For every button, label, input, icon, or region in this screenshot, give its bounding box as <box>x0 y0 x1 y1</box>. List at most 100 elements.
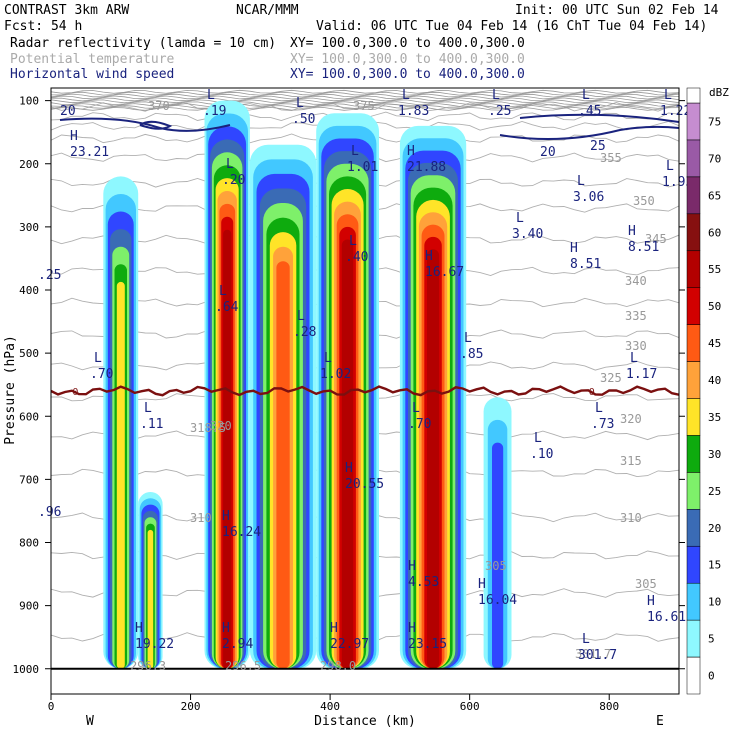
reflectivity-band <box>492 442 504 669</box>
theta-label: 345 <box>645 232 667 246</box>
field-2-xy: XY= 100.0,300.0 to 400.0,300.0 <box>290 52 525 67</box>
colorbar-label: 35 <box>708 411 721 424</box>
high-low-value: 301.7 <box>578 648 617 663</box>
reflectivity-band <box>147 529 154 669</box>
x-tick-label: 0 <box>48 700 55 713</box>
high-low-kind: L <box>144 401 152 416</box>
theta-label: 370 <box>148 99 170 113</box>
high-low-kind: L <box>666 159 674 174</box>
high-low-kind: L <box>516 211 524 226</box>
high-low-label: H22.97 <box>330 621 369 652</box>
header-init: Init: 00 UTC Sun 02 Feb 14 <box>515 3 719 18</box>
high-low-label: L1.02 <box>320 351 351 382</box>
high-low-label: 25 <box>590 139 606 154</box>
high-low-label: H8.51 <box>570 241 601 272</box>
high-low-kind: H <box>478 577 486 592</box>
high-low-value: 1.01 <box>347 160 378 175</box>
theta-contour-upper <box>51 91 679 96</box>
theta-contour-upper <box>51 104 679 109</box>
colorbar-label: 30 <box>708 448 721 461</box>
high-low-kind: L <box>582 88 590 103</box>
high-low-value: .19 <box>203 104 226 119</box>
theta-label: 315 <box>620 454 642 468</box>
high-low-label: L.70 <box>408 401 431 432</box>
high-low-kind: H <box>407 144 415 159</box>
high-low-label: L.28 <box>293 309 316 340</box>
y-tick-label: 700 <box>19 473 39 486</box>
theta-label: 296.5 <box>225 659 261 673</box>
high-low-value: .11 <box>140 417 163 432</box>
high-low-label: L.73 <box>591 401 614 432</box>
high-low-label: .96 <box>38 505 61 520</box>
reflectivity-field <box>103 100 512 669</box>
high-low-kind: L <box>402 88 410 103</box>
high-low-value: .40 <box>345 250 368 265</box>
high-low-value: 1.93 <box>662 175 693 190</box>
high-low-label: H16.24 <box>222 509 261 540</box>
high-low-value: .25 <box>38 268 61 283</box>
theta-label: 310 <box>620 511 642 525</box>
theta-label: 320 <box>210 419 232 433</box>
freezing-level-label: 0 <box>72 387 78 398</box>
high-low-kind: H <box>628 224 636 239</box>
high-low-value: 23.21 <box>70 145 109 160</box>
high-low-label: L1.01 <box>347 144 378 175</box>
theta-contour <box>51 102 679 112</box>
colorbar-label: 45 <box>708 337 721 350</box>
high-low-label: L.20 <box>222 157 245 188</box>
reflectivity-band <box>276 261 290 669</box>
wind-contour <box>139 120 173 130</box>
high-low-value: 20 <box>540 145 556 160</box>
wind-contour <box>499 125 679 140</box>
header-model: CONTRAST 3km ARW <box>4 3 129 18</box>
high-low-kind: L <box>296 96 304 111</box>
reflectivity-band <box>116 281 125 669</box>
colorbar-label: 40 <box>708 374 721 387</box>
high-low-kind: L <box>582 632 590 647</box>
high-low-kind: L <box>94 351 102 366</box>
high-low-value: 3.06 <box>573 190 604 205</box>
colorbar-label: 0 <box>708 670 715 683</box>
field-1-xy: XY= 100.0,300.0 to 400.0,300.0 <box>290 36 525 51</box>
high-low-value: 8.51 <box>570 257 601 272</box>
high-low-kind: L <box>630 351 638 366</box>
high-low-kind: H <box>70 129 78 144</box>
colorbar-label: 75 <box>708 116 721 129</box>
colorbar-label: 60 <box>708 226 721 239</box>
high-low-label: H16.67 <box>425 249 464 280</box>
high-low-kind: H <box>408 559 416 574</box>
x-axis-title: Distance (km) <box>314 714 416 729</box>
high-low-label: L.11 <box>140 401 163 432</box>
theta-contour-upper <box>51 97 679 102</box>
y-tick-label: 200 <box>19 158 39 171</box>
high-low-label: L1.93 <box>662 159 693 190</box>
high-low-value: .85 <box>460 347 483 362</box>
high-low-value: 1.83 <box>398 104 429 119</box>
high-low-label: L.64 <box>215 284 239 315</box>
high-low-value: 4.53 <box>408 575 439 590</box>
high-low-kind: H <box>647 594 655 609</box>
high-low-label: L.50 <box>292 96 315 127</box>
high-low-kind: L <box>351 144 359 159</box>
overlay-layer: 0 0 370 375 355 350 345 340 335 330 325 320 315 310 30… <box>51 99 679 673</box>
field-1-name: Radar reflectivity (lamda = 10 cm) <box>10 36 276 51</box>
reflectivity-band <box>341 239 354 669</box>
high-low-value: 20.55 <box>345 477 384 492</box>
high-low-kind: L <box>207 88 215 103</box>
high-low-kind: L <box>297 309 305 324</box>
high-low-kind: L <box>595 401 603 416</box>
colorbar-top <box>686 87 701 104</box>
colorbar-swatch <box>686 361 701 399</box>
theta-contour-upper <box>51 95 679 100</box>
high-low-kind: H <box>570 241 578 256</box>
y-tick-label: 500 <box>19 347 39 360</box>
high-low-label: H19.22 <box>135 621 174 652</box>
reflectivity-band <box>223 229 232 669</box>
theta-contour-upper <box>51 89 679 94</box>
high-low-kind: H <box>345 461 353 476</box>
colorbar-swatch <box>686 250 701 288</box>
high-low-kind: L <box>534 431 542 446</box>
y-tick-label: 1000 <box>13 663 40 676</box>
